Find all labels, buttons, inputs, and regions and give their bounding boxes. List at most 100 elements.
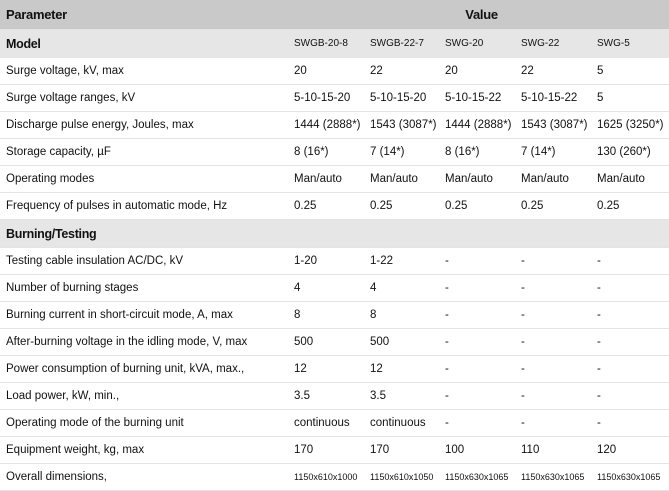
cell-value: Man/auto	[290, 165, 366, 193]
header-cell: Parameter	[0, 0, 290, 30]
data-row: Equipment weight, kg, max 170 170 100 110 120	[0, 436, 669, 464]
cell-value: 8 (16*)	[441, 138, 517, 166]
cell-value: 0.25	[593, 192, 669, 220]
cell-value: 20	[441, 57, 517, 85]
cell-value: 5-10-15-22	[517, 84, 593, 112]
cell-value: -	[441, 274, 517, 302]
cell-value: 7 (14*)	[517, 138, 593, 166]
cell-value: 1-22	[366, 247, 441, 275]
cell-value: 0.25	[441, 192, 517, 220]
cell-value: -	[593, 409, 669, 437]
data-row: Power consumption of burning unit, kVA, …	[0, 355, 669, 383]
cell-value: -	[517, 301, 593, 329]
row-label: Equipment weight, kg, max	[0, 436, 290, 464]
row-label: Operating modes	[0, 165, 290, 193]
cell-value: 8	[290, 301, 366, 329]
cell-value: 0.25	[517, 192, 593, 220]
row-label: Frequency of pulses in automatic mode, H…	[0, 192, 290, 220]
cell-value: -	[441, 355, 517, 383]
cell-value: 1625 (3250*)	[593, 111, 669, 139]
cell-value: 12	[290, 355, 366, 383]
row-label: After-burning voltage in the idling mode…	[0, 328, 290, 356]
cell-value: 0.25	[366, 192, 441, 220]
cell-value: 7 (14*)	[366, 138, 441, 166]
data-row: Surge voltage ranges, kV 5-10-15-20 5-10-1…	[0, 84, 669, 112]
cell-value: 5	[593, 84, 669, 112]
data-row: Burning current in short-circuit mode, A…	[0, 301, 669, 329]
section-row: Model SWGB-20-8 SWGB-22-7 SWG-20 SWG-22 SWG-5	[0, 29, 669, 58]
cell-value: 1150x630x1065	[517, 463, 593, 491]
section-title: Burning/Testing	[0, 219, 290, 248]
row-label: Load power, kW, min.,	[0, 382, 290, 410]
cell-value: 1150x610x1050	[366, 463, 441, 491]
cell-value: -	[441, 328, 517, 356]
cell-value: -	[517, 247, 593, 275]
cell-value: 500	[290, 328, 366, 356]
cell-value: 170	[366, 436, 441, 464]
row-label: Number of burning stages	[0, 274, 290, 302]
cell-value: 20	[290, 57, 366, 85]
cell-value: 1150x630x1065	[441, 463, 517, 491]
cell-value: 5-10-15-22	[441, 84, 517, 112]
cell-value: 130 (260*)	[593, 138, 669, 166]
cell-value: 1150x630x1065	[593, 463, 669, 491]
cell-value: 1150x610x1000	[290, 463, 366, 491]
cell-value: -	[441, 382, 517, 410]
header-row: Parameter Value	[0, 0, 669, 30]
cell-value: -	[517, 382, 593, 410]
cell-value: 12	[366, 355, 441, 383]
cell-value: -	[517, 409, 593, 437]
cell-value: 0.25	[290, 192, 366, 220]
section-filler	[290, 219, 669, 248]
cell-value: -	[517, 274, 593, 302]
cell-value: -	[517, 355, 593, 383]
cell-value: 3.5	[366, 382, 441, 410]
cell-value: -	[441, 247, 517, 275]
cell-value: 8	[366, 301, 441, 329]
cell-value: 4	[290, 274, 366, 302]
row-label: Power consumption of burning unit, kVA, …	[0, 355, 290, 383]
section-title: Model	[0, 29, 290, 58]
data-row: Surge voltage, kV, max 20 22 20 22 5	[0, 57, 669, 85]
cell-value: continuous	[290, 409, 366, 437]
data-row: Storage capacity, µF 8 (16*) 7 (14*) 8 (16*…	[0, 138, 669, 166]
cell-value: 1-20	[290, 247, 366, 275]
cell-value: 1543 (3087*)	[366, 111, 441, 139]
cell-value: Man/auto	[366, 165, 441, 193]
cell-value: 1444 (2888*)	[290, 111, 366, 139]
data-row: Overall dimensions, 1150x610x1000 1150x610…	[0, 463, 669, 491]
cell-value: -	[517, 328, 593, 356]
cell-value: 5-10-15-20	[366, 84, 441, 112]
cell-value: 22	[517, 57, 593, 85]
data-row: Operating modes Man/auto Man/auto Man/auto M…	[0, 165, 669, 193]
row-label: Overall dimensions,	[0, 463, 290, 491]
data-row: Discharge pulse energy, Joules, max 1444 …	[0, 111, 669, 139]
cell-value: -	[593, 382, 669, 410]
cell-value: 100	[441, 436, 517, 464]
cell-value: Man/auto	[593, 165, 669, 193]
cell-value: -	[441, 301, 517, 329]
cell-value: -	[593, 328, 669, 356]
cell-value: 5-10-15-20	[290, 84, 366, 112]
cell-value: 120	[593, 436, 669, 464]
cell-value: 22	[366, 57, 441, 85]
cell-value: -	[593, 301, 669, 329]
cell-value: 3.5	[290, 382, 366, 410]
data-row: Frequency of pulses in automatic mode, H…	[0, 192, 669, 220]
cell-value: continuous	[366, 409, 441, 437]
cell-value: 170	[290, 436, 366, 464]
cell-value: 1543 (3087*)	[517, 111, 593, 139]
cell-value: 5	[593, 57, 669, 85]
row-label: Discharge pulse energy, Joules, max	[0, 111, 290, 139]
cell-value: 4	[366, 274, 441, 302]
cell-value: -	[593, 355, 669, 383]
section-row: Burning/Testing	[0, 219, 669, 248]
data-row: After-burning voltage in the idling mode…	[0, 328, 669, 356]
model-name: SWGB-22-7	[366, 29, 441, 58]
cell-value: 8 (16*)	[290, 138, 366, 166]
cell-value: Man/auto	[441, 165, 517, 193]
row-label: Testing cable insulation AC/DC, kV	[0, 247, 290, 275]
